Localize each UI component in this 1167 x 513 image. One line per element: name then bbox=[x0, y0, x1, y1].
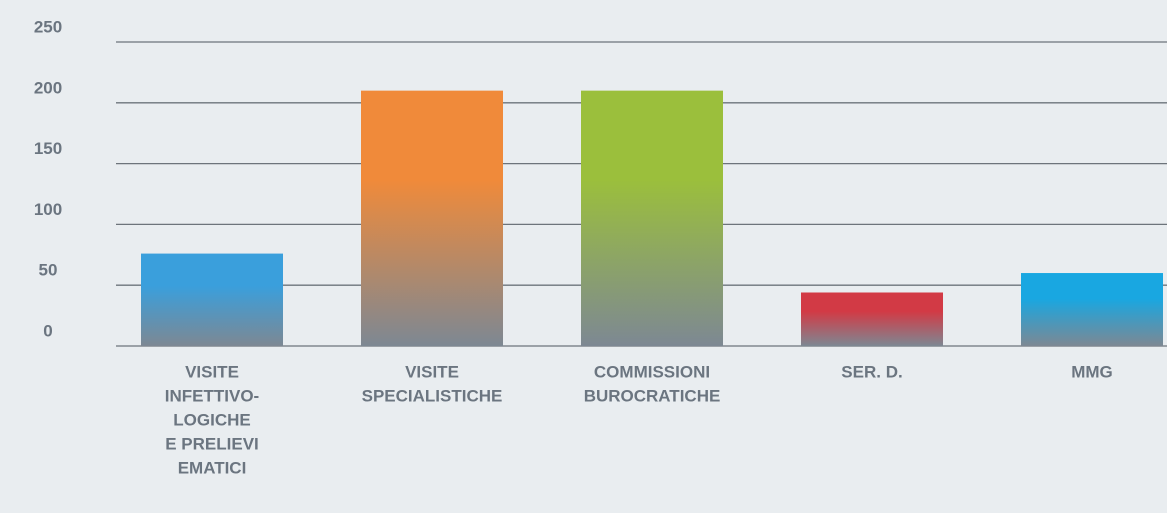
x-tick-label: EMATICI bbox=[178, 458, 247, 477]
y-tick-label: 100 bbox=[34, 200, 62, 219]
bar bbox=[801, 292, 943, 346]
x-tick-label: SPECIALISTICHE bbox=[362, 386, 503, 405]
x-tick-label: VISITE bbox=[185, 362, 239, 381]
x-tick-label: E PRELIEVI bbox=[165, 434, 259, 453]
x-tick-label: SER. D. bbox=[841, 362, 902, 381]
bar bbox=[581, 90, 723, 346]
x-tick-label: MMG bbox=[1071, 362, 1113, 381]
y-tick-label: 200 bbox=[34, 78, 62, 97]
x-tick-label: LOGICHE bbox=[173, 410, 250, 429]
x-tick-label: BUROCRATICHE bbox=[584, 386, 721, 405]
bar bbox=[361, 90, 503, 346]
y-tick-label: 150 bbox=[34, 139, 62, 158]
bar bbox=[1021, 273, 1163, 346]
x-tick-label: VISITE bbox=[405, 362, 459, 381]
y-tick-label: 0 bbox=[43, 321, 52, 340]
x-tick-label: COMMISSIONI bbox=[594, 362, 710, 381]
y-tick-label: 250 bbox=[34, 17, 62, 36]
x-tick-label: INFETTIVO- bbox=[165, 386, 259, 405]
bar bbox=[141, 253, 283, 346]
y-tick-label: 50 bbox=[39, 261, 58, 280]
